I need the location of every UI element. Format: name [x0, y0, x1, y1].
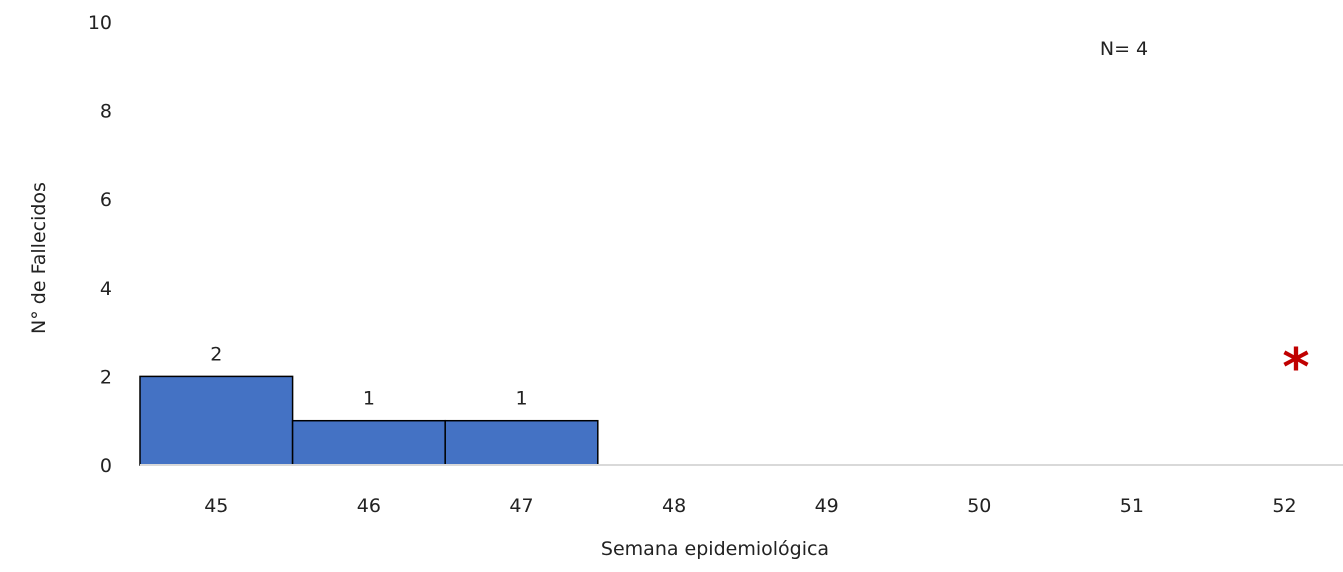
y-tick-label: 0	[100, 455, 112, 477]
x-axis-title: Semana epidemiológica	[601, 538, 829, 560]
data-labels: 2 1 1	[210, 343, 527, 409]
y-tick-label: 2	[100, 366, 112, 388]
x-tick-label: 50	[967, 495, 991, 517]
y-tick-label: 10	[88, 12, 112, 34]
data-label: 1	[363, 388, 375, 410]
x-tick-label: 45	[204, 495, 228, 517]
x-tick-label: 48	[662, 495, 686, 517]
data-label: 1	[515, 388, 527, 410]
x-tick-label: 46	[357, 495, 381, 517]
asterisk-marker: *	[1282, 338, 1309, 398]
y-axis-title: N° de Fallecidos	[28, 182, 50, 334]
x-tick-label: 51	[1120, 495, 1144, 517]
y-tick-label: 4	[100, 278, 112, 300]
x-tick-label: 47	[509, 495, 533, 517]
sample-size-annotation: N= 4	[1100, 38, 1148, 60]
y-axis-ticks: 0 2 4 6 8 10	[88, 12, 112, 477]
data-label: 2	[210, 343, 222, 365]
bar-week-47	[444, 419, 599, 466]
bars	[139, 375, 599, 466]
x-axis-ticks: 45 46 47 48 49 50 51 52	[204, 495, 1296, 517]
bar-week-46	[291, 419, 446, 466]
y-tick-label: 8	[100, 101, 112, 123]
y-tick-label: 6	[100, 189, 112, 211]
x-tick-label: 52	[1272, 495, 1296, 517]
x-tick-label: 49	[815, 495, 839, 517]
bar-week-45	[139, 375, 294, 466]
